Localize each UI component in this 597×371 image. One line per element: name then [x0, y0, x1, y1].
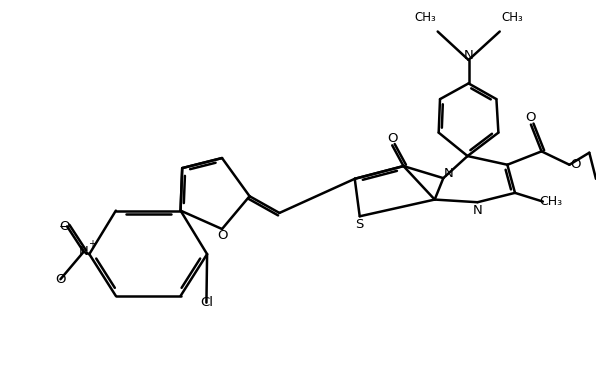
Text: S: S [356, 218, 364, 231]
Text: N: N [464, 49, 473, 62]
Text: −: − [59, 221, 70, 234]
Text: O: O [217, 230, 227, 243]
Text: CH₃: CH₃ [539, 195, 562, 208]
Text: N: N [79, 245, 88, 258]
Text: +: + [88, 239, 96, 249]
Text: O: O [55, 273, 66, 286]
Text: Cl: Cl [200, 296, 213, 309]
Text: CH₃: CH₃ [501, 11, 524, 24]
Text: O: O [570, 158, 581, 171]
Text: N: N [444, 167, 453, 180]
Text: O: O [387, 132, 398, 145]
Text: N: N [473, 204, 482, 217]
Text: CH₃: CH₃ [414, 11, 436, 24]
Text: O: O [526, 111, 536, 124]
Text: O: O [59, 220, 69, 233]
